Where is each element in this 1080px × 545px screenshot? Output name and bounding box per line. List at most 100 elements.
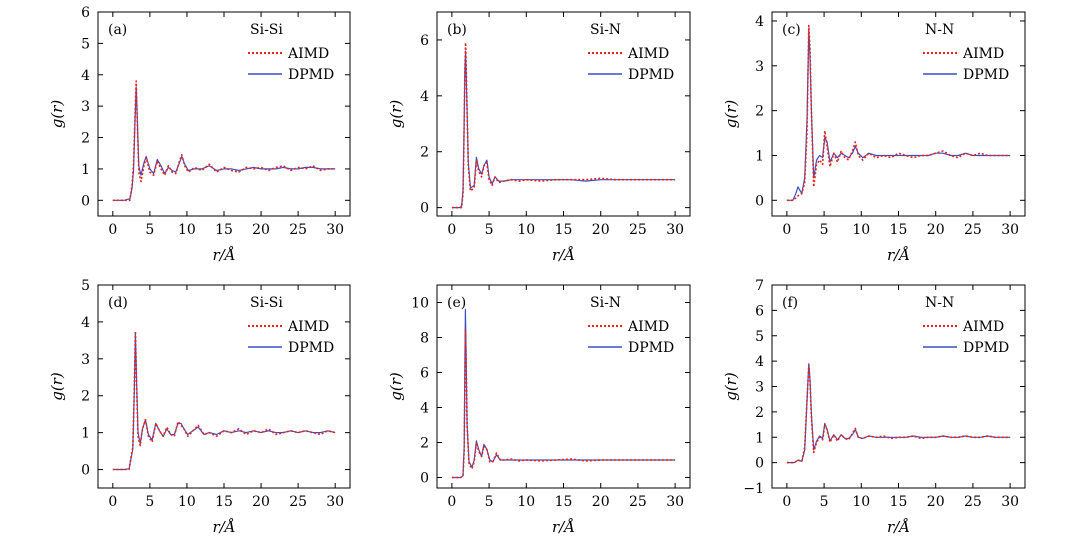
panel-tag: (d) xyxy=(108,295,128,311)
y-tick-label: 2 xyxy=(755,104,764,120)
x-tick-label: 15 xyxy=(215,494,233,510)
x-tick-label: 25 xyxy=(964,222,982,238)
legend-label-aimd: AIMD xyxy=(287,319,329,335)
x-tick-label: 5 xyxy=(820,494,829,510)
y-tick-label: 2 xyxy=(420,436,429,452)
y-tick-label: 2 xyxy=(420,145,429,161)
y-axis-label: g(r) xyxy=(722,372,740,401)
series-aimd-line xyxy=(786,24,1011,202)
panel-tag: (c) xyxy=(782,22,801,38)
y-tick-label: 4 xyxy=(81,315,90,331)
y-tick-label: 4 xyxy=(81,68,90,84)
x-tick-label: 20 xyxy=(592,222,610,238)
x-tick-label: 25 xyxy=(964,494,982,510)
x-tick-label: 10 xyxy=(178,494,196,510)
y-tick-label: 0 xyxy=(755,193,764,209)
legend-label-dpmd: DPMD xyxy=(628,340,674,356)
x-tick-label: 5 xyxy=(145,222,154,238)
y-tick-label: 8 xyxy=(420,331,429,347)
y-axis-label: g(r) xyxy=(387,100,405,129)
legend-label-aimd: AIMD xyxy=(962,319,1004,335)
x-tick-label: 30 xyxy=(326,494,344,510)
panel-5: 0 5 10 15 20 25 30 0 2 4 6 8 10 r/Å g(r) (e) Si-N AIMD DPM… xyxy=(387,284,691,536)
y-tick-label: 1 xyxy=(81,426,90,442)
x-tick-label: 25 xyxy=(629,494,647,510)
y-tick-label: 3 xyxy=(755,380,764,396)
x-tick-label: 10 xyxy=(517,222,535,238)
legend-label-aimd: AIMD xyxy=(627,319,669,335)
x-tick-label: 0 xyxy=(447,222,456,238)
y-tick-label: 3 xyxy=(81,99,90,115)
series-aimd-line xyxy=(451,41,676,209)
x-tick-label: 25 xyxy=(629,222,647,238)
x-axis-label: r/Å xyxy=(887,246,910,264)
x-tick-label: 15 xyxy=(890,494,908,510)
series-dpmd-line xyxy=(786,29,1011,201)
y-tick-label: 6 xyxy=(420,33,429,49)
x-tick-label: 0 xyxy=(782,494,791,510)
plot-frame xyxy=(97,284,351,489)
legend-label-dpmd: DPMD xyxy=(963,67,1009,83)
series-aimd-line xyxy=(112,80,336,202)
x-tick-label: 20 xyxy=(252,494,270,510)
legend-label-aimd: AIMD xyxy=(287,46,329,62)
x-axis-label: r/Å xyxy=(552,246,575,264)
x-tick-label: 10 xyxy=(852,222,870,238)
system-label: Si-N xyxy=(590,22,621,38)
series-dpmd-line xyxy=(112,86,336,201)
x-tick-label: 10 xyxy=(178,222,196,238)
panel-3: 0 5 10 15 20 25 30 0 1 2 3 4 r/Å g(r) (c) N-N AIMD DPMD xyxy=(722,11,1026,264)
y-tick-label: −1 xyxy=(743,481,764,497)
x-tick-label: 15 xyxy=(555,494,573,510)
y-axis-label: g(r) xyxy=(48,100,66,129)
y-tick-label: 4 xyxy=(420,401,429,417)
y-tick-label: 4 xyxy=(755,14,764,30)
system-label: Si-N xyxy=(590,295,621,311)
x-tick-label: 20 xyxy=(592,494,610,510)
x-axis-label: r/Å xyxy=(887,518,910,536)
series-dpmd-line xyxy=(786,363,1011,464)
x-tick-label: 10 xyxy=(517,494,535,510)
panel-tag: (b) xyxy=(447,22,467,38)
x-axis-label: r/Å xyxy=(212,518,235,536)
y-tick-label: 0 xyxy=(81,463,90,479)
system-label: N-N xyxy=(925,22,954,38)
y-tick-label: 4 xyxy=(755,354,764,370)
x-tick-label: 0 xyxy=(108,494,117,510)
series-aimd-line xyxy=(112,330,336,471)
x-tick-label: 15 xyxy=(215,222,233,238)
x-tick-label: 15 xyxy=(555,222,573,238)
legend-label-dpmd: DPMD xyxy=(963,340,1009,356)
legend-label-dpmd: DPMD xyxy=(628,67,674,83)
x-tick-label: 5 xyxy=(820,222,829,238)
y-tick-label: 10 xyxy=(411,296,429,312)
x-tick-label: 30 xyxy=(666,222,684,238)
x-tick-label: 5 xyxy=(485,222,494,238)
panel-6: 0 5 10 15 20 25 30 −1 0 1 2 3 4 5 6 7 r/Å g(r) (f) N-N AIMD D… xyxy=(722,278,1026,536)
x-tick-label: 25 xyxy=(289,494,307,510)
y-axis-label: g(r) xyxy=(722,100,740,129)
x-axis-label: r/Å xyxy=(212,246,235,264)
legend-label-aimd: AIMD xyxy=(962,46,1004,62)
y-tick-label: 2 xyxy=(81,131,90,147)
x-tick-label: 10 xyxy=(852,494,870,510)
panel-tag: (e) xyxy=(447,295,466,311)
x-tick-label: 5 xyxy=(145,494,154,510)
x-tick-label: 30 xyxy=(1001,222,1019,238)
y-tick-label: 0 xyxy=(755,456,764,472)
x-tick-label: 0 xyxy=(447,494,456,510)
system-label: Si-Si xyxy=(250,22,283,38)
x-tick-label: 15 xyxy=(890,222,908,238)
x-tick-label: 20 xyxy=(927,494,945,510)
y-tick-label: 5 xyxy=(755,329,764,345)
y-tick-label: 1 xyxy=(81,162,90,178)
series-aimd-line xyxy=(786,364,1011,464)
y-tick-label: 2 xyxy=(755,405,764,421)
y-tick-label: 6 xyxy=(81,5,90,21)
y-tick-label: 3 xyxy=(81,352,90,368)
x-tick-label: 0 xyxy=(108,222,117,238)
y-tick-label: 7 xyxy=(755,278,764,294)
x-tick-label: 20 xyxy=(927,222,945,238)
y-tick-label: 5 xyxy=(81,36,90,52)
